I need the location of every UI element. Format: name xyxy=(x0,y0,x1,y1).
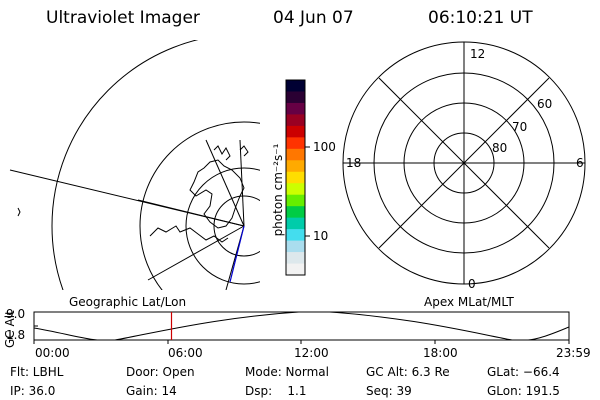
xtick-label-1200: 12:00 xyxy=(294,346,329,360)
geo-meridian-2 xyxy=(137,199,245,227)
color-scale-band xyxy=(286,171,305,184)
mlat-label-70: 70 xyxy=(512,120,528,134)
instrument-title: Ultraviolet Imager xyxy=(46,8,200,28)
color-scale-band xyxy=(286,148,305,161)
info-glat: GLat: −66.4 xyxy=(487,365,560,379)
geo-lat-circle-inner xyxy=(213,195,260,257)
date-label: 04 Jun 07 xyxy=(273,8,354,28)
info-ip: IP: 36.0 xyxy=(10,384,56,398)
color-scale-band xyxy=(286,160,305,173)
info-filter: Flt: LBHL xyxy=(10,365,64,379)
mlt-label-12: 12 xyxy=(470,47,486,61)
timeline-right-title: Apex MLat/MLT xyxy=(424,295,514,309)
geographic-map xyxy=(9,40,260,290)
color-scale-band xyxy=(286,240,305,253)
color-scale-band xyxy=(286,206,305,219)
info-mode: Mode: Normal xyxy=(245,365,329,379)
geo-lat-circle-2 xyxy=(185,167,260,285)
polar-plot xyxy=(342,41,586,285)
mlt-label-18: 18 xyxy=(346,156,362,170)
mlat-label-80: 80 xyxy=(492,141,508,155)
coastline-south xyxy=(149,225,229,243)
satellite-track xyxy=(229,225,245,283)
timeline-ymin-label: 1.8 xyxy=(6,328,26,342)
color-scale-band xyxy=(286,229,305,242)
mlt-label-6: 6 xyxy=(576,156,584,170)
color-scale-band xyxy=(286,137,305,150)
colorbar-tick-label-100: 100 xyxy=(313,140,336,154)
mlat-label-60: 60 xyxy=(537,97,553,111)
color-scale-frame xyxy=(285,79,306,276)
timeline-ymax-label: 9.0 xyxy=(6,307,26,321)
color-scale-band xyxy=(286,217,305,230)
coastline-islet xyxy=(239,145,249,157)
color-scale-band xyxy=(286,252,305,265)
geo-meridian-3 xyxy=(147,225,245,281)
color-scale-band xyxy=(286,102,305,116)
coastline-fragment xyxy=(17,207,21,217)
polar-diagonal-2 xyxy=(378,77,550,249)
geo-lat-circle-3 xyxy=(139,121,260,290)
info-door: Door: Open xyxy=(126,365,195,379)
coastline-greenland xyxy=(189,159,245,229)
info-dsp: Dsp: 1.1 xyxy=(245,384,307,398)
xtick-label-1800: 18:00 xyxy=(423,346,458,360)
xtick-label-2359: 23:59 xyxy=(556,346,591,360)
mlt-label-0: 0 xyxy=(468,277,476,291)
info-glon: GLon: 191.5 xyxy=(487,384,560,398)
geo-meridian-5 xyxy=(205,139,245,227)
coastline-islands xyxy=(213,145,231,161)
color-scale-band xyxy=(286,91,305,104)
time-label: 06:10:21 UT xyxy=(428,8,533,28)
info-seq: Seq: 39 xyxy=(366,384,412,398)
info-gc-alt: GC Alt: 6.3 Re xyxy=(366,365,450,379)
altitude-curve xyxy=(34,312,569,340)
xtick-label-0000: 00:00 xyxy=(35,346,70,360)
info-gain: Gain: 14 xyxy=(126,384,177,398)
geo-lat-circle-outer xyxy=(51,40,199,290)
color-scale-band xyxy=(286,80,305,93)
xtick-label-0600: 06:00 xyxy=(168,346,203,360)
colorbar-tick-label-10: 10 xyxy=(313,229,329,243)
color-scale-band xyxy=(286,194,305,207)
colorbar-unit-label: photon cm⁻²s⁻¹ xyxy=(271,143,285,237)
color-scale-band xyxy=(286,114,305,127)
timeline-xticks xyxy=(33,340,570,344)
color-scale-band xyxy=(286,263,305,276)
color-scale-bar xyxy=(286,80,305,276)
color-scale-band xyxy=(286,125,305,138)
color-scale-band xyxy=(286,183,305,196)
timeline-left-title: Geographic Lat/Lon xyxy=(69,295,187,309)
